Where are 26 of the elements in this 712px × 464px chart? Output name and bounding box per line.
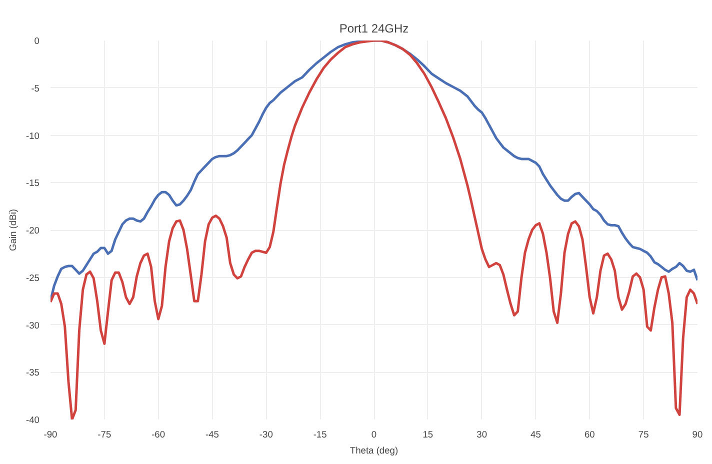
chart-title: Port1 24GHz <box>339 22 409 36</box>
x-tick-label: -30 <box>259 430 273 440</box>
y-tick-label: -35 <box>26 368 40 378</box>
x-tick-label: 45 <box>530 430 541 440</box>
y-tick-label: 0 <box>34 36 40 46</box>
x-tick-label: 0 <box>371 430 377 440</box>
y-tick-label: -40 <box>26 415 40 425</box>
y-tick-label: -20 <box>26 226 40 236</box>
y-tick-label: -15 <box>26 178 40 188</box>
y-tick-label: -5 <box>31 83 40 94</box>
line-series <box>50 40 698 420</box>
x-tick-label: -45 <box>206 430 219 440</box>
x-tick-label: 60 <box>584 430 595 440</box>
y-tick-label: -10 <box>26 130 40 141</box>
y-tick-label: -25 <box>26 272 40 283</box>
x-tick-label: -60 <box>152 430 166 440</box>
x-tick-label: -75 <box>98 430 112 440</box>
x-tick-label: 75 <box>638 430 649 440</box>
x-tick-label: -15 <box>313 430 327 440</box>
x-axis-title: Theta (deg) <box>350 446 398 456</box>
x-tick-label: -90 <box>44 430 58 440</box>
x-tick-label: 90 <box>692 430 703 440</box>
x-tick-label: 15 <box>422 430 434 440</box>
y-tick-label: -30 <box>26 320 40 330</box>
y-axis-title: Gain (dBi) <box>8 208 18 251</box>
x-tick-label: 30 <box>476 430 488 440</box>
